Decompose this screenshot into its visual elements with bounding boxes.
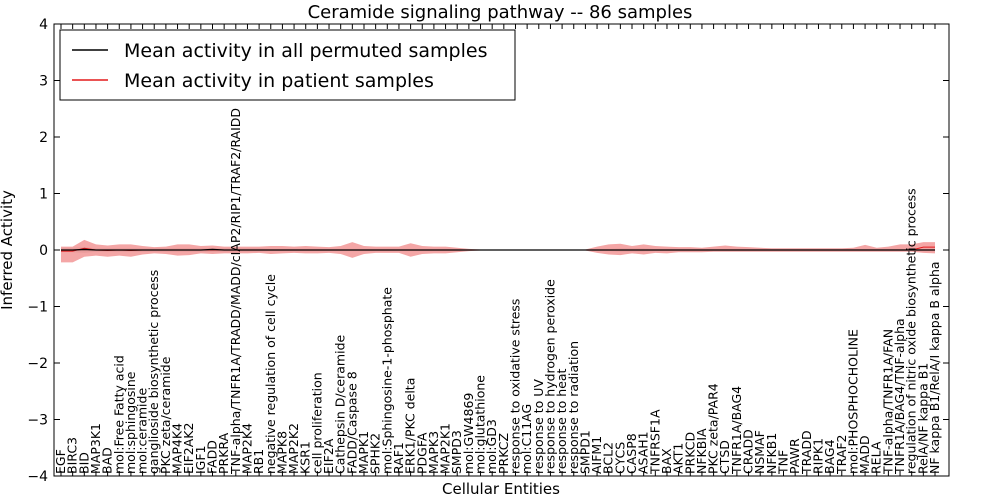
x-tick-label: EIF2A [321, 438, 336, 474]
legend-label-patient: Mean activity in patient samples [124, 70, 434, 92]
x-tick-label: mol:PHOSPHOCHOLINE [845, 329, 860, 474]
x-tick-label: NFKB1 [764, 433, 779, 474]
x-tick-label: CASP8 [624, 433, 639, 474]
x-tick-label: PRKCD [682, 432, 697, 474]
x-tick-label: mol:Free Fatty acid [111, 355, 126, 474]
x-tick-label: PRKRA [216, 432, 231, 474]
x-tick-label: KSR1 [298, 441, 313, 474]
x-tick-label: MAP2K4 [239, 423, 254, 474]
x-tick-label: RIPK1 [810, 438, 825, 474]
x-tick-label: BAX [659, 448, 674, 474]
x-tick-label: TNF [776, 450, 791, 475]
x-tick-label: MAP3K1 [88, 423, 103, 474]
y-axis-label: Inferred Activity [0, 190, 16, 310]
x-tick-label: RelA/NF kappa B1 [915, 363, 930, 474]
x-tick-label: SPHK2 [368, 433, 383, 474]
y-tick-label: −3 [27, 413, 48, 429]
x-tick-label: mol:glutathione [473, 375, 488, 474]
x-tick-label: mol:Sphingosine-1-phosphate [379, 287, 394, 474]
y-tick-label: −2 [27, 356, 48, 372]
x-tick-label: AKT1 [671, 443, 686, 474]
x-tick-label: response to oxidative stress [507, 299, 522, 474]
x-tick-label: BCL2 [601, 442, 616, 474]
y-tick-label: −4 [27, 469, 48, 485]
permuted-mean-line [61, 248, 935, 251]
x-tick-label: TNFR1A/BAG4 [729, 386, 744, 475]
x-tick-label: ganglioside biosynthetic process [146, 270, 161, 474]
x-tick-label: NFKBIA [694, 428, 709, 474]
x-tick-label: mol:sphingosine [123, 371, 138, 474]
x-tick-label: NF kappa B1/RelA/I kappa B alpha [927, 261, 942, 474]
x-tick-label: MAP2K2 [286, 423, 301, 474]
x-tick-label: regulation of nitric oxide biosynthetic … [904, 188, 919, 474]
x-tick-label: mol:ceramide [135, 388, 150, 474]
x-tick-label: response to hydrogen peroxide [542, 279, 557, 474]
x-tick-label: MADD [857, 435, 872, 474]
x-tick-label: mol:GW4869 [461, 393, 476, 474]
y-tick-label: 1 [39, 187, 48, 203]
x-tick-label: ASAH1 [636, 431, 651, 474]
x-tick-label: MAPK8 [274, 431, 289, 474]
x-tick-label: BAG4 [822, 439, 837, 474]
x-tick-label: CYCS [612, 442, 627, 474]
legend-box [59, 29, 516, 101]
y-tick-label: −1 [27, 300, 48, 316]
x-tick-label: BIRC3 [65, 437, 80, 474]
x-tick-label: PAWR [787, 438, 802, 474]
x-tick-label: TRADD [799, 430, 814, 475]
patient-band [61, 239, 935, 263]
x-tick-label: CRADD [741, 429, 756, 474]
y-tick-label: 2 [39, 130, 48, 146]
x-tick-label: SMPD1 [577, 430, 592, 474]
y-tick-label: 0 [39, 243, 48, 259]
x-tick-label: PKC zeta/ceramide [158, 356, 173, 474]
plot-area [61, 239, 935, 263]
x-tick-label: MAPK1 [356, 431, 371, 474]
x-tick-label: TNF-alpha/TNFR1A/FAN [880, 329, 895, 475]
x-tick-label: NSMAF [752, 430, 767, 474]
x-tick-label: FADD/Caspase 8 [344, 371, 359, 474]
x-tick-label: mol:GD3 [484, 419, 499, 474]
x-tick-label: SMPD3 [449, 430, 464, 474]
x-tick-label: RAF1 [391, 442, 406, 474]
x-tick-label: RB1 [251, 449, 266, 474]
legend-label-permuted: Mean activity in all permuted samples [124, 40, 487, 62]
x-tick-label: Cathepsin D/ceramide [333, 334, 348, 474]
y-tick-label: 4 [39, 17, 48, 33]
x-tick-label: ERK1/PKC delta [403, 378, 418, 474]
x-tick-label: TNFRSF1A [647, 409, 662, 475]
x-tick-label: PKC zeta/PAR4 [706, 383, 721, 474]
x-tick-label: CTSD [717, 440, 732, 474]
y-axis: −4 −3 −2 −1 0 1 2 3 4 [27, 17, 949, 485]
x-tick-label: TRAF2 [834, 434, 849, 475]
x-tick-label: EIF2AK2 [181, 423, 196, 474]
x-tick-label: response to UV [531, 379, 546, 474]
chart-title: Ceramide signaling pathway -- 86 samples [308, 2, 693, 23]
x-tick-label: negative regulation of cell cycle [263, 274, 278, 474]
x-tick-label: PRKCZ [496, 433, 511, 474]
y-tick-label: 3 [39, 74, 48, 90]
x-tick-label: response to radiation [566, 341, 581, 474]
x-tick-label: TNF-alpha/TNFR1A/TRADD/MADD/cIAP2/RIP1/T… [228, 108, 243, 475]
x-tick-label: FADD [204, 440, 219, 474]
x-tick-label: PDGFA [414, 432, 429, 474]
x-tick-label: AIFM1 [589, 436, 604, 474]
x-tick-label: BAD [100, 447, 115, 474]
x-tick-label: cell proliferation [309, 372, 324, 474]
x-tick-label: TNFR1A/BAG4/TNF-alpha [892, 318, 907, 475]
x-tick-label: MAPK3 [426, 431, 441, 474]
x-tick-label: MAP4K4 [170, 423, 185, 474]
x-tick-label: RELA [869, 441, 884, 474]
x-tick-label: BID [76, 452, 91, 474]
x-tick-label: MAP2K1 [438, 423, 453, 474]
x-tick-label: IGF1 [193, 445, 208, 474]
x-tick-label: EGF [53, 449, 68, 474]
legend: Mean activity in all permuted samples Me… [59, 29, 516, 101]
x-tick-label: response to heat [554, 368, 569, 474]
x-tick-label: mol:C11AG [519, 404, 534, 474]
x-axis-label: Cellular Entities [442, 480, 560, 498]
